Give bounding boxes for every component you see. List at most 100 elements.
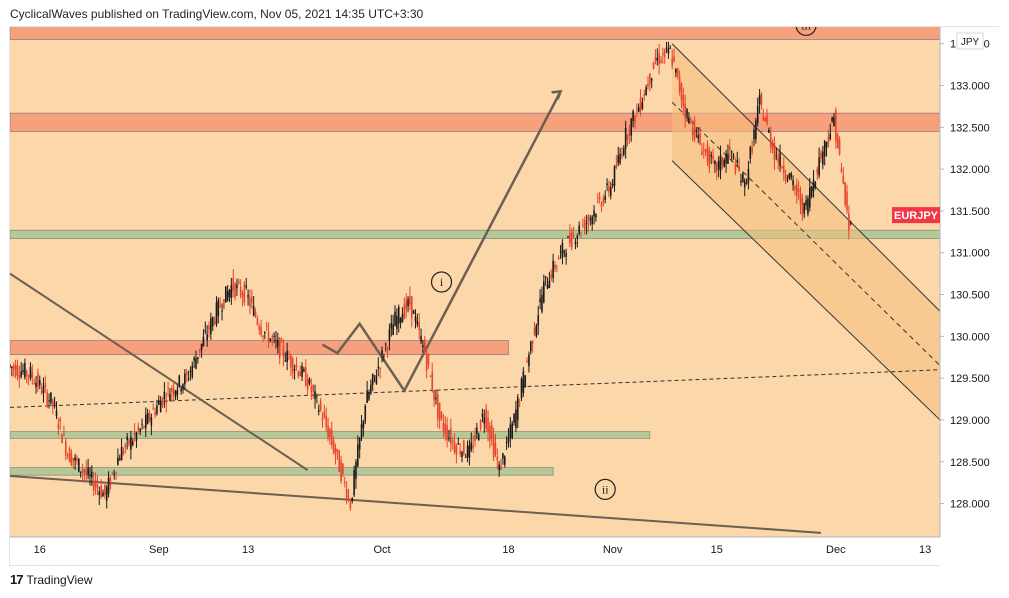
- candles: [10, 41, 852, 511]
- candle-body: [91, 471, 93, 478]
- candle-body: [595, 214, 597, 218]
- candle-body: [790, 173, 792, 178]
- candle-body: [537, 315, 540, 326]
- time-axis[interactable]: 16 Sep 13 Oct 18 Nov 15 Dec 13: [10, 536, 940, 556]
- candle-body: [111, 472, 114, 474]
- symbol-tag-label: EURJPY: [894, 210, 939, 222]
- candle-body: [427, 353, 430, 365]
- candle-body: [236, 284, 238, 289]
- candle-body: [340, 460, 342, 481]
- candle-body: [777, 157, 779, 163]
- candle-body: [280, 340, 283, 343]
- chart-panel[interactable]: iiiiiiiv 128.000128.500129.000129.500130…: [9, 26, 1000, 567]
- candle-body: [57, 424, 60, 429]
- candle-body: [66, 455, 69, 457]
- candle-body: [180, 388, 182, 392]
- candle-body: [539, 298, 541, 303]
- candle-body: [721, 157, 724, 166]
- candle-body: [682, 94, 685, 107]
- candle-body: [795, 184, 798, 197]
- wave-label-circle-iii: [795, 27, 817, 36]
- candle-body: [171, 388, 173, 392]
- candle-body: [680, 83, 683, 101]
- candle-body: [836, 134, 839, 149]
- price-axis-background: [940, 27, 1000, 567]
- candle-body: [812, 179, 815, 192]
- candle-body: [254, 311, 257, 317]
- candle-body: [78, 458, 80, 472]
- candle-body: [461, 452, 463, 458]
- candle-body: [444, 423, 447, 435]
- candle-body: [208, 325, 210, 330]
- candle-body: [453, 441, 456, 452]
- channel-lower-line: [671, 160, 941, 421]
- candle-body: [781, 166, 783, 169]
- candle-body: [823, 141, 826, 157]
- candle-body: [730, 151, 733, 153]
- candle-body: [70, 453, 73, 466]
- candle-body: [676, 68, 679, 77]
- candle-body: [496, 456, 499, 461]
- candle-body: [611, 183, 614, 186]
- candle-body: [252, 305, 255, 316]
- candle-body: [182, 384, 184, 390]
- candle-body: [396, 316, 398, 329]
- candle-body: [379, 367, 381, 370]
- price-tick-label: 131.500: [950, 206, 990, 218]
- price-axis[interactable]: 128.000 128.500 129.000 129.500 130.000 130.5…: [939, 27, 1000, 567]
- candle-body: [130, 436, 132, 450]
- candle-body: [124, 444, 127, 448]
- candle-body: [663, 49, 666, 57]
- candle-body: [31, 372, 34, 379]
- dashed-trendline: [10, 369, 941, 408]
- candle-body: [702, 149, 705, 151]
- candle-body: [598, 196, 601, 200]
- candle-body: [213, 321, 216, 323]
- candle-body: [353, 470, 355, 496]
- price-tick-label: 130.000: [950, 331, 990, 343]
- candle-body: [373, 375, 376, 377]
- time-tick-label: 13: [919, 544, 931, 556]
- candle-body: [20, 371, 22, 377]
- candle-body: [357, 444, 359, 467]
- wave-label-circle-ii: [594, 478, 616, 500]
- candle-body: [626, 134, 629, 141]
- candle-body: [388, 329, 391, 341]
- candle-body: [219, 305, 221, 307]
- candle-body: [113, 473, 115, 475]
- candle-body: [403, 304, 406, 318]
- candle-body: [755, 120, 757, 140]
- candle-body: [543, 281, 545, 303]
- candle-body: [87, 467, 89, 476]
- price-tick-label: 128.000: [950, 499, 990, 511]
- candle-body: [786, 180, 789, 182]
- channel-upper-line: [671, 43, 941, 312]
- candle-body: [838, 139, 841, 155]
- candle-body: [249, 297, 251, 307]
- candle-body: [308, 378, 311, 384]
- candle-body: [104, 484, 106, 495]
- descending-trendline: [10, 272, 309, 471]
- candle-body: [410, 296, 413, 318]
- candle-body: [810, 186, 813, 197]
- candle-body: [399, 318, 402, 324]
- price-tick-label: 128.500: [950, 457, 990, 469]
- candle-body: [137, 426, 140, 431]
- candle-body: [490, 424, 493, 439]
- publish-attribution: CyclicalWaves published on TradingView.c…: [10, 7, 424, 21]
- candle-body: [531, 340, 534, 345]
- candle-body: [745, 182, 748, 184]
- candle-body: [669, 47, 672, 49]
- candle-body: [492, 435, 495, 458]
- candle-body: [265, 325, 268, 327]
- candle-body: [336, 449, 339, 452]
- candle-body: [390, 322, 393, 329]
- candle-body: [262, 335, 264, 337]
- candle-body: [321, 418, 324, 421]
- candle-body: [139, 429, 141, 432]
- candle-body: [716, 162, 718, 171]
- candle-body: [468, 445, 471, 458]
- candle-body: [277, 339, 279, 347]
- candlestick-chart[interactable]: iiiiiiiv 128.000128.500129.000129.500130…: [10, 27, 1000, 567]
- candle-body: [628, 129, 631, 136]
